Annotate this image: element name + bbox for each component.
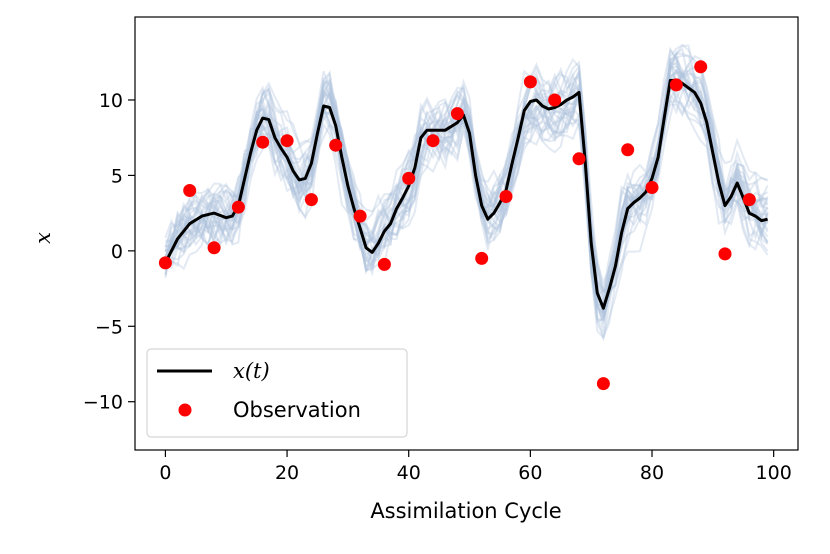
ensemble-member-line: [164, 59, 769, 298]
y-tick-label: 10: [99, 90, 123, 112]
x-tick-label: 0: [159, 462, 171, 484]
observation-point: [402, 171, 416, 185]
legend-observation-swatch: [178, 403, 192, 417]
observation-point: [572, 152, 586, 166]
observation-point: [353, 209, 367, 223]
observation-point: [645, 181, 659, 194]
x-axis-title: Assimilation Cycle: [370, 499, 561, 523]
observation-point: [450, 107, 464, 121]
observation-point: [669, 78, 683, 92]
observation-point: [742, 193, 756, 207]
observation-point: [499, 190, 513, 203]
observation-point: [304, 193, 318, 207]
x-axis-ticks: 0 20 40 60 80 100: [159, 450, 792, 484]
observation-point: [694, 60, 708, 74]
x-tick-label: 20: [275, 462, 299, 484]
legend-observation-label: Observation: [233, 398, 361, 422]
plot-frame: [134, 16, 799, 451]
observation-point: [329, 138, 343, 152]
x-tick-label: 80: [640, 462, 664, 484]
legend: x(t) Observation: [146, 348, 408, 438]
ensemble-member-line: [165, 70, 769, 332]
legend-truth-label: x(t): [233, 359, 270, 383]
y-tick-label: 5: [111, 165, 123, 187]
observation-point: [718, 247, 732, 261]
legend-box: [146, 348, 408, 438]
y-tick-label: −10: [83, 392, 123, 414]
observation-point: [207, 241, 221, 255]
observation-point: [377, 257, 391, 271]
y-tick-label: −5: [95, 316, 123, 338]
ensemble-member-line: [164, 56, 769, 322]
observation-point: [280, 134, 294, 148]
observation-point: [256, 135, 270, 149]
observation-point: [475, 251, 489, 265]
y-axis-ticks: −10 −5 0 5 10: [83, 90, 135, 414]
observation-point: [596, 377, 610, 391]
observation-point: [548, 93, 562, 107]
x-tick-label: 100: [756, 462, 792, 484]
observation-point: [426, 134, 440, 148]
observation-point: [523, 75, 537, 89]
observation-layer: [158, 60, 756, 391]
y-axis-title: x: [31, 232, 55, 244]
y-tick-label: 0: [111, 241, 123, 263]
ensemble-member-line: [164, 70, 769, 308]
observation-point: [621, 143, 635, 157]
observation-point: [231, 200, 245, 214]
x-tick-label: 60: [518, 462, 542, 484]
x-tick-label: 40: [397, 462, 421, 484]
ensemble-member-line: [164, 55, 768, 314]
ensemble-member-line: [164, 47, 769, 305]
observation-point: [158, 256, 172, 270]
observation-point: [183, 184, 197, 197]
